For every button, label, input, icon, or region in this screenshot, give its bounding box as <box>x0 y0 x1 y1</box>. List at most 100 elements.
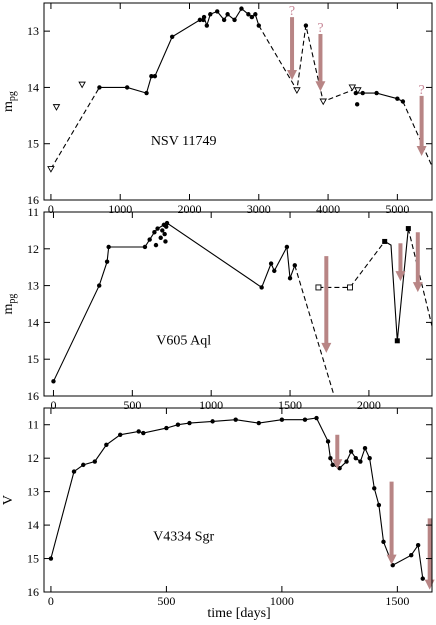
x-tick-label: 1000 <box>108 202 132 216</box>
y-tick-label: 16 <box>27 389 39 403</box>
y-axis-label-subscript: pg <box>7 91 18 101</box>
y-tick-label: 14 <box>27 518 39 532</box>
data-point <box>337 466 342 471</box>
x-tick-label: 500 <box>123 398 141 412</box>
y-tick-label: 14 <box>27 80 39 94</box>
plot-area <box>47 6 432 173</box>
data-point <box>152 73 158 79</box>
arrow-3: ? <box>416 83 427 156</box>
x-tick-label: 500 <box>157 594 175 608</box>
data-point <box>106 244 111 250</box>
x-tick-label: 1500 <box>385 594 409 608</box>
arrow-head <box>315 81 326 92</box>
y-tick-label: 13 <box>27 24 39 38</box>
filled-square-marker <box>405 226 411 232</box>
arrow-3 <box>424 518 435 590</box>
data-point <box>325 439 331 444</box>
data-point <box>348 449 354 454</box>
data-point <box>362 445 368 451</box>
data-point <box>314 415 319 421</box>
data-point <box>221 17 227 23</box>
question-mark: ? <box>289 4 295 19</box>
data-point <box>239 6 244 11</box>
data-point <box>141 430 146 436</box>
axes-frame <box>43 211 433 397</box>
data-point <box>153 242 159 248</box>
data-point <box>354 102 360 107</box>
y-tick-label: 15 <box>27 137 39 151</box>
data-point <box>372 486 377 491</box>
data-point <box>225 12 230 17</box>
data-point <box>162 231 167 237</box>
data-point <box>210 419 215 424</box>
data-point <box>253 12 258 17</box>
question-mark: ? <box>317 21 323 36</box>
y-tick-label: 12 <box>27 451 39 465</box>
data-point <box>358 459 363 464</box>
plot-area <box>48 415 425 581</box>
arrow-head <box>386 554 397 565</box>
series-line-1 <box>53 222 296 382</box>
data-point <box>256 420 261 426</box>
arrow-1 <box>332 434 343 470</box>
data-point <box>415 542 421 548</box>
data-point <box>374 90 379 96</box>
data-point <box>164 220 170 226</box>
arrow-head <box>395 271 406 282</box>
x-tick-label: 1000 <box>199 398 223 412</box>
arrow-1 <box>321 256 332 353</box>
series-line-5 <box>402 101 432 167</box>
data-point <box>353 455 358 461</box>
data-point <box>204 23 210 28</box>
data-point <box>420 576 425 581</box>
axes-frame <box>43 2 433 201</box>
x-tick-label: 0 <box>50 398 56 412</box>
data-point <box>147 237 152 242</box>
data-point <box>163 239 168 244</box>
arrow-2: ? <box>315 21 326 92</box>
data-point <box>376 502 382 508</box>
x-tick-label: 1000 <box>270 594 294 608</box>
data-point <box>169 34 175 39</box>
y-axis-label: V <box>1 495 16 505</box>
data-point <box>279 417 285 422</box>
data-point <box>51 379 56 384</box>
upper-limit-marker <box>52 104 61 111</box>
arrow-head <box>412 282 423 293</box>
series-line-3 <box>50 87 100 170</box>
upper-limit-marker <box>293 87 301 94</box>
x-tick-label: 2000 <box>357 398 381 412</box>
question-mark: ? <box>418 83 424 98</box>
series-line-2 <box>294 265 335 396</box>
series-line-3 <box>318 241 386 288</box>
open-square-marker <box>347 284 353 291</box>
data-point <box>142 244 148 250</box>
data-point <box>367 455 372 461</box>
y-tick-label: 11 <box>27 205 39 219</box>
x-tick-label: 2000 <box>178 202 202 216</box>
arrow-head <box>424 579 435 590</box>
data-point <box>259 285 264 290</box>
upper-limit-marker <box>78 81 86 89</box>
plot-area <box>51 220 432 396</box>
data-point <box>246 12 251 17</box>
x-tick-label: 0 <box>48 594 54 608</box>
series-line-4 <box>258 25 353 103</box>
upper-limit-marker <box>354 87 362 94</box>
data-point <box>197 17 203 23</box>
data-point <box>97 283 102 288</box>
y-tick-label: 13 <box>27 279 39 293</box>
data-point <box>272 268 277 274</box>
panel-1: ??? 0 1000 2000 3000 4000 5000 13 14 15 16 mpg NSV 1… <box>1 2 433 216</box>
data-point <box>208 12 213 17</box>
open-square-marker <box>315 284 322 291</box>
data-point <box>256 23 261 28</box>
y-tick-label: 16 <box>27 193 39 207</box>
data-point <box>48 556 54 561</box>
y-axis-label: mpg <box>1 91 18 112</box>
x-tick-label: 0 <box>48 202 54 216</box>
arrow-3 <box>412 232 423 293</box>
data-point <box>302 417 308 422</box>
arrow-head <box>321 342 332 353</box>
y-tick-label: 15 <box>27 552 39 566</box>
